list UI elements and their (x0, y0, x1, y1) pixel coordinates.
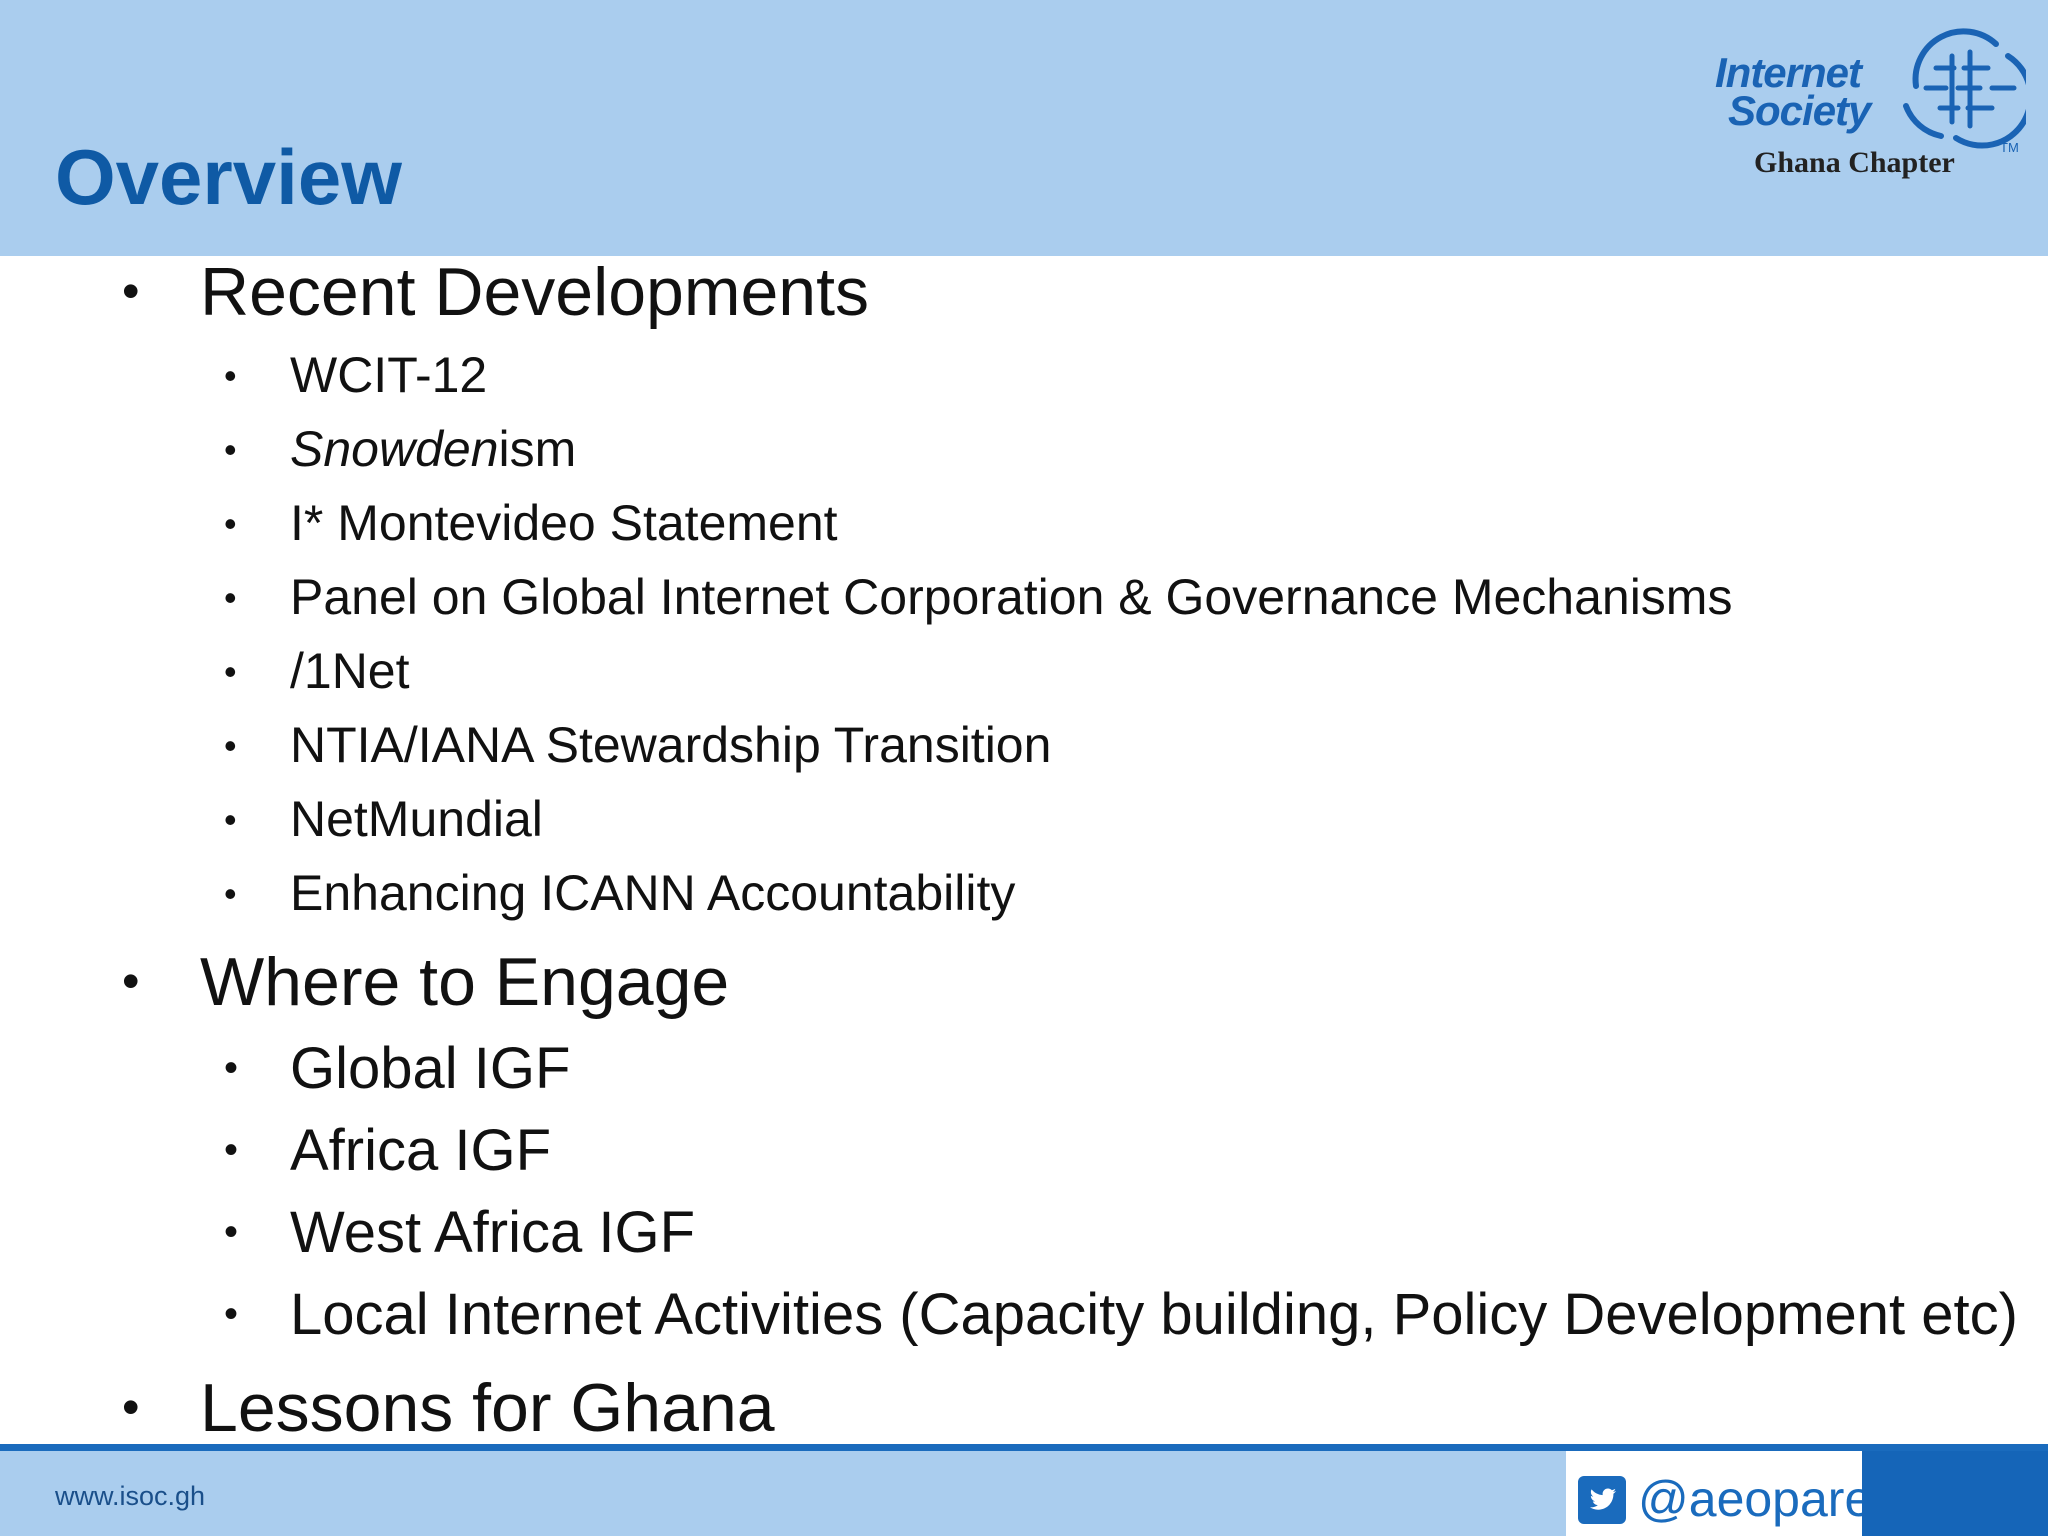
bullet-marker: • (224, 1292, 239, 1336)
bullet-marker: • (122, 263, 140, 319)
list-item-text: West Africa IGF (290, 1200, 696, 1265)
list-item-text: Global IGF (290, 1036, 571, 1101)
list-item-text: Snowdenism (290, 424, 576, 474)
list-item-text: /1Net (290, 643, 410, 699)
footer-divider (0, 1444, 2048, 1451)
slide-title: Overview (55, 133, 402, 221)
bullet-marker: • (224, 799, 237, 840)
slide-header (0, 0, 2048, 256)
footer-url[interactable]: www.isoc.gh (55, 1481, 206, 1511)
bullet-marker: • (224, 1046, 239, 1090)
logo-word-society: Society (1728, 87, 1871, 134)
list-item-italic: Snowden (290, 421, 499, 477)
list-item-text: Panel on Global Internet Corporation & G… (290, 569, 1733, 625)
bullet-text: Lessons for Ghana (200, 1370, 775, 1446)
bullet-marker: • (224, 355, 237, 396)
list-item-text: Local Internet Activities (Capacity buil… (290, 1282, 2018, 1347)
list-item-rest: ism (498, 421, 577, 477)
logo-subtitle: Ghana Chapter (1754, 146, 1955, 179)
bullet-marker: • (224, 1128, 239, 1172)
bullet-text: Recent Developments (200, 254, 870, 330)
list-item-text: Enhancing ICANN Accountability (290, 865, 1016, 921)
internet-society-logo: Internet Society TM Ghana Chapter (1712, 22, 2032, 182)
list-item-text: WCIT-12 (290, 347, 488, 403)
bullet-marker: • (224, 651, 237, 692)
logo-word-internet: Internet (1715, 49, 1862, 96)
twitter-handle[interactable]: @aeopare (1638, 1471, 1873, 1527)
bullet-marker: • (122, 953, 140, 1009)
bullet-marker: • (122, 1379, 140, 1435)
bullet-marker: • (224, 873, 237, 914)
footer-accent-block (1862, 1451, 2048, 1536)
bullet-marker: • (224, 429, 237, 470)
twitter-icon (1578, 1476, 1626, 1524)
bullet-marker: • (224, 503, 237, 544)
bullet-marker: • (224, 577, 237, 618)
globe-icon (1903, 28, 2026, 149)
logo-trademark: TM (2000, 140, 2019, 155)
list-item-text: Africa IGF (290, 1118, 552, 1183)
list-item-text: I* Montevideo Statement (290, 495, 838, 551)
bullet-marker: • (224, 1210, 239, 1254)
bullet-text: Where to Engage (200, 944, 730, 1020)
list-item-text: NTIA/IANA Stewardship Transition (290, 717, 1052, 773)
bullet-marker: • (224, 725, 237, 766)
list-item-text: NetMundial (290, 791, 543, 847)
